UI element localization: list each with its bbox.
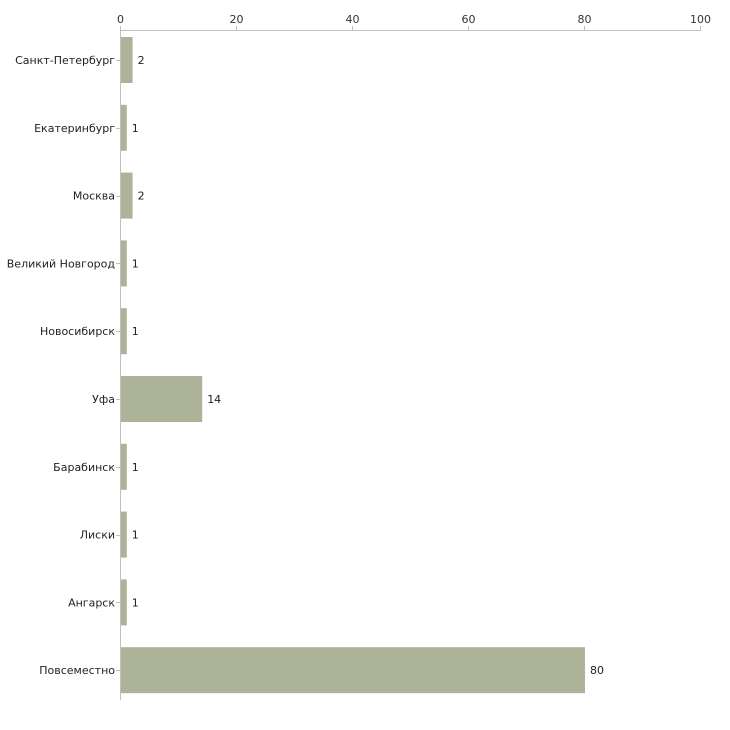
bar xyxy=(121,511,127,558)
x-tick-label: 40 xyxy=(346,13,360,26)
x-tick-label: 100 xyxy=(690,13,711,26)
category-label: Ангарск xyxy=(68,596,115,609)
data-label: 1 xyxy=(132,529,139,542)
y-axis xyxy=(116,30,121,700)
category-label: Барабинск xyxy=(53,461,115,474)
bar xyxy=(121,376,203,422)
category-label: Москва xyxy=(73,190,115,203)
bar xyxy=(121,37,133,83)
bar xyxy=(121,172,133,219)
x-axis: 0 20 40 60 80 100 xyxy=(117,13,711,31)
data-label: 14 xyxy=(207,393,221,406)
category-label: Лиски xyxy=(80,529,115,542)
x-tick-label: 80 xyxy=(578,13,592,26)
data-labels: 2 1 2 1 1 14 1 1 1 80 xyxy=(132,54,604,677)
bars xyxy=(121,37,585,694)
bar xyxy=(121,104,127,151)
bar xyxy=(121,308,127,355)
bar xyxy=(121,579,127,626)
bar xyxy=(121,647,585,694)
data-label: 2 xyxy=(138,190,145,203)
category-label: Екатеринбург xyxy=(34,122,115,135)
category-labels: Санкт-Петербург Екатеринбург Москва Великий… xyxy=(7,54,116,677)
data-label: 1 xyxy=(132,325,139,338)
bar xyxy=(121,240,127,287)
category-label: Санкт-Петербург xyxy=(15,54,115,67)
data-label: 1 xyxy=(132,596,139,609)
data-label: 1 xyxy=(132,461,139,474)
category-label: Уфа xyxy=(92,393,115,406)
data-label: 2 xyxy=(138,54,145,67)
data-label: 1 xyxy=(132,257,139,270)
category-label: Великий Новгород xyxy=(7,257,116,270)
data-label: 1 xyxy=(132,122,139,135)
category-label: Повсеместно xyxy=(39,664,115,677)
x-tick-label: 0 xyxy=(117,13,124,26)
x-tick-label: 60 xyxy=(462,13,476,26)
bar xyxy=(121,443,127,490)
category-label: Новосибирск xyxy=(40,325,115,338)
data-label: 80 xyxy=(590,664,604,677)
x-tick-label: 20 xyxy=(230,13,244,26)
